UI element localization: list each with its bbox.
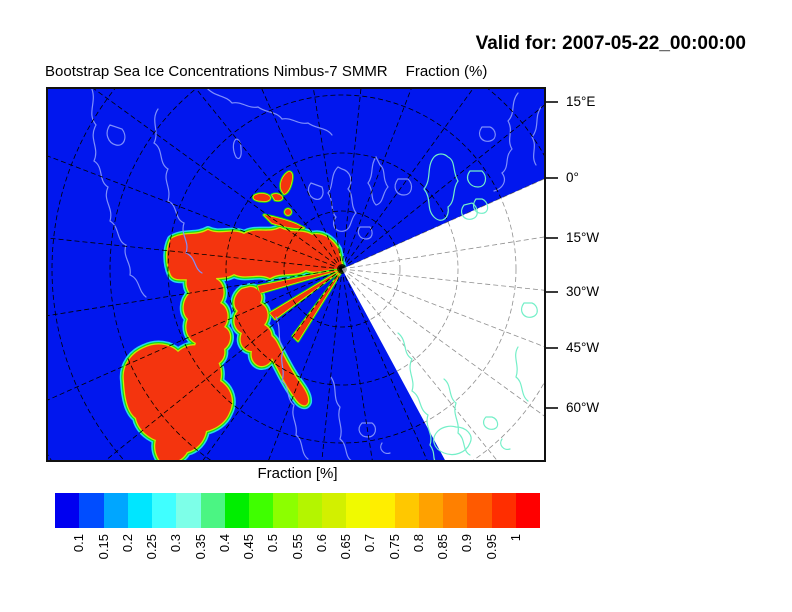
colorbar-segment: [515, 493, 540, 528]
colorbar: 0.1 0.15 0.2 0.25 0.3 0.35 0.4 0.45 0.5 0.55 0.6 0.…: [55, 493, 540, 559]
colorbar-tick-label: 0.8: [410, 534, 426, 553]
ice-pack-blob: [280, 171, 293, 194]
ice-pack-blob: [264, 215, 304, 229]
colorbar-segment: [273, 493, 298, 528]
longitude-tick-label: 60°W: [566, 400, 600, 415]
longitude-tick-label: 15°E: [566, 94, 596, 109]
ice-pack-blob: [183, 263, 230, 366]
longitude-tick-label: 15°W: [566, 230, 600, 245]
colorbar-tick-label: 1: [507, 534, 523, 542]
colorbar-segment: [176, 493, 201, 528]
colorbar-tick-label: 0.35: [192, 534, 208, 560]
ice-pack-blob: [285, 209, 291, 215]
colorbar-tick-label: 0.5: [265, 534, 281, 553]
colorbar-segment: [346, 493, 371, 528]
colorbar-tick-label: 0.95: [483, 534, 499, 560]
colorbar-strip: [55, 493, 540, 528]
plot-title-main: Bootstrap Sea Ice Concentrations Nimbus-…: [45, 63, 388, 80]
colorbar-segment: [370, 493, 395, 528]
sea-ice-region: [119, 170, 347, 462]
colorbar-segment: [55, 493, 80, 528]
valid-for-title: Valid for: 2007-05-22_00:00:00: [475, 33, 746, 54]
colorbar-tick-label: 0.1: [71, 534, 87, 553]
colorbar-segment: [443, 493, 468, 528]
ice-pack-blob: [293, 269, 343, 341]
longitude-ticks: [546, 101, 558, 409]
colorbar-segment: [394, 493, 419, 528]
colorbar-segment: [152, 493, 177, 528]
colorbar-segment: [467, 493, 492, 528]
colorbar-segment: [200, 493, 225, 528]
ice-pack-blob: [258, 269, 343, 293]
colorbar-segment: [297, 493, 322, 528]
ice-pack-blob: [123, 344, 232, 462]
longitude-tick-label: 0°: [566, 170, 579, 185]
plot-title: Bootstrap Sea Ice Concentrations Nimbus-…: [45, 63, 487, 80]
sea-ice-map: [46, 87, 558, 462]
plot-title-units: Fraction (%): [405, 63, 488, 80]
longitude-tick-label: 30°W: [566, 284, 600, 299]
colorbar-tick-label: 0.3: [168, 534, 184, 553]
graticule-sector: [342, 178, 546, 462]
colorbar-tick-label: 0.9: [459, 534, 475, 553]
no-data-wedge: [342, 178, 546, 462]
colorbar-tick-label: 0.2: [119, 534, 135, 553]
colorbar-segment: [321, 493, 346, 528]
colorbar-tick-label: 0.65: [338, 534, 353, 560]
colorbar-segment: [103, 493, 128, 528]
colorbar-segment: [79, 493, 104, 528]
colorbar-tick-label: 0.6: [313, 534, 329, 553]
colorbar-segment: [127, 493, 152, 528]
colorbar-segment: [491, 493, 516, 528]
colorbar-segment: [249, 493, 274, 528]
colorbar-segment: [418, 493, 443, 528]
colorbar-tick-label: 0.75: [386, 534, 402, 560]
colorbar-tick-label: 0.15: [95, 534, 111, 560]
longitude-tick-label: 45°W: [566, 340, 600, 355]
ice-pack-blob: [272, 193, 283, 201]
ice-pack-blob: [270, 269, 343, 319]
colorbar-tick-label: 0.7: [362, 534, 378, 553]
colorbar-tick-label: 0.25: [144, 534, 159, 560]
ice-pack-blob: [234, 287, 273, 367]
colorbar-segment: [224, 493, 249, 528]
map-frame: [46, 87, 546, 462]
colorbar-tick-label: 0.55: [289, 534, 305, 560]
colorbar-tick-label: 0.85: [435, 534, 450, 560]
colorbar-title: Fraction [%]: [257, 465, 338, 482]
colorbar-tick-label: 0.45: [241, 534, 256, 560]
ice-pack-blob: [253, 193, 271, 202]
colorbar-tick-label: 0.4: [216, 534, 232, 553]
coastlines-sector: [397, 153, 538, 462]
